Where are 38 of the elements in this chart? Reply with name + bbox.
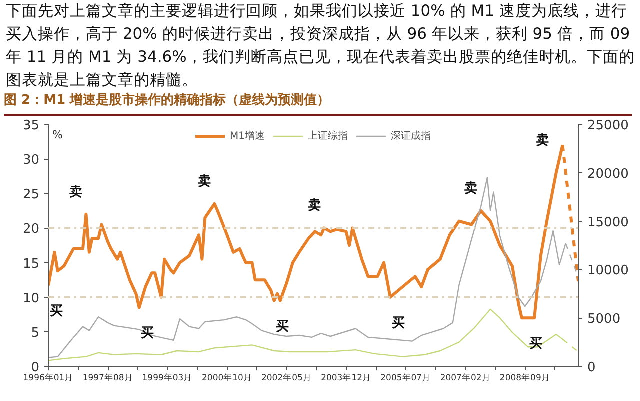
annotation: 卖 (536, 134, 550, 149)
x-tick-label: 2002年05月 (261, 372, 312, 384)
x-tick-label: 1997年08月 (82, 372, 134, 384)
x-tick-label: 1996年01月 (23, 372, 74, 384)
y-tick-label: 35 (22, 118, 40, 134)
x-tick-label: 1999年03月 (142, 372, 193, 384)
annotation: 买 (50, 304, 63, 320)
y-tick-label: 20 (22, 222, 40, 238)
annotation: 卖 (464, 181, 478, 196)
y2-tick-label: 15000 (588, 215, 629, 230)
text: 下面先对上篇文章的主要逻辑进行回顾，如果我们以接近 10% 的 M1 速度为底线，进行买入操作，高于 20% 的时候进行卖出，投资深成指，从 96 年以来，获利 95 倍，而 09 年 11 月的 M1 为 34.6%，我们判断高点已见，现在代表着卖出股票的绝佳时机。下面的图表就是上篇文章的精髓。 (6, 1, 636, 91)
annotation: 卖 (70, 184, 83, 200)
legend-label: 深证成指 (391, 130, 431, 143)
y-axis-title: % (52, 128, 63, 142)
y-tick-label: 0 (31, 360, 40, 376)
y-tick-label: 5 (31, 326, 40, 341)
legend-label: 上证综指 (308, 130, 348, 143)
y2-tick-label: 25000 (588, 118, 629, 134)
chart-title: 图 2：M1 增速是股市操作的精确指标（虚线为预测值） (4, 92, 330, 110)
y-tick-label: 15 (22, 256, 40, 272)
y2-tick-label: 10000 (588, 264, 629, 279)
annotation: 卖 (308, 198, 321, 214)
annotation: 卖 (198, 174, 212, 190)
annotation: 买 (392, 316, 405, 331)
x-tick-label: 2000年10月 (202, 372, 252, 384)
legend-label: M1增速 (230, 130, 265, 143)
x-tick-label: 2008年09月 (500, 372, 550, 384)
y-tick-label: 25 (22, 188, 40, 203)
x-tick-label: 2003年12月 (321, 372, 372, 384)
y-tick-label: 30 (22, 153, 40, 168)
y2-tick-label: 20000 (588, 166, 629, 182)
x-tick-label: 2007年02月 (440, 372, 491, 384)
y2-tick-label: 5000 (588, 312, 621, 328)
y2-tick-label: 0 (588, 360, 596, 376)
y-tick-label: 10 (22, 291, 40, 306)
annotation: 买 (140, 326, 154, 342)
x-tick-label: 2005年07月 (380, 372, 432, 384)
annotation: 买 (276, 319, 289, 334)
